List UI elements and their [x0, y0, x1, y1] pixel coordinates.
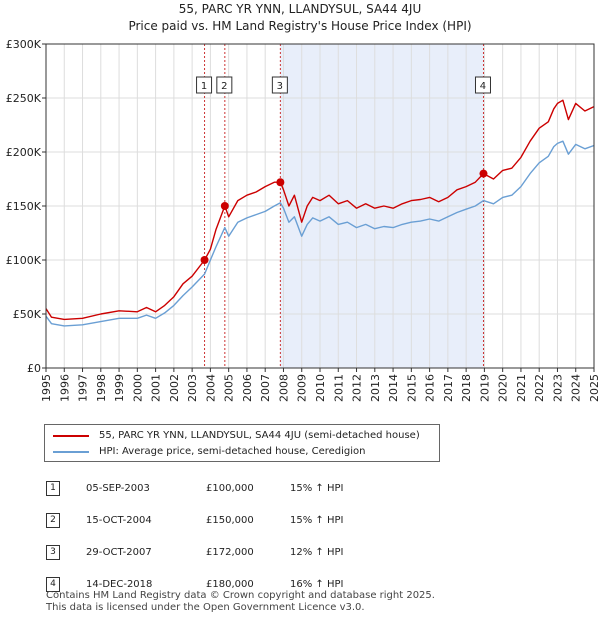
x-tick-label: 2013 [369, 374, 382, 402]
x-tick-label: 2025 [588, 374, 600, 402]
x-tick-label: 2009 [296, 374, 309, 402]
sale-price: £180,000 [206, 578, 254, 590]
sale-point [220, 202, 229, 210]
sale-date: 14-DEC-2018 [86, 578, 153, 590]
footer-line-1: Contains HM Land Registry data © Crown c… [46, 590, 435, 601]
x-tick-label: 2005 [223, 374, 236, 402]
table-row: 4 14-DEC-2018 £180,000 16% ↑ HPI [40, 568, 343, 600]
table-row: 1 05-SEP-2003 £100,000 15% ↑ HPI [40, 472, 343, 504]
legend-price-label: 55, PARC YR YNN, LLANDYSUL, SA44 4JU (se… [99, 430, 420, 441]
sale-price: £100,000 [206, 482, 254, 494]
x-tick-label: 1997 [77, 374, 90, 402]
x-tick-label: 2001 [150, 374, 163, 402]
sale-number-label: 4 [480, 81, 486, 92]
x-tick-label: 2004 [204, 374, 217, 402]
footer-line-2: This data is licensed under the Open Gov… [46, 602, 365, 613]
sale-hpi-change: 15% ↑ HPI [290, 482, 344, 494]
x-tick-label: 2022 [533, 374, 546, 402]
x-tick-label: 2008 [277, 374, 290, 402]
sale-price: £172,000 [206, 546, 254, 558]
sale-number-box [196, 76, 213, 94]
y-tick-label: £300K [6, 38, 42, 51]
x-tick-label: 2024 [570, 374, 583, 402]
sale-price: £150,000 [206, 514, 254, 526]
sale-point [479, 169, 488, 178]
x-tick-label: 2011 [332, 374, 345, 402]
chart-plot: 1 2 3 4 £0 £50K £100K £150K £200K £250K £300K 1995 1… [6, 38, 600, 402]
sale-number-badge: 1 [46, 480, 60, 496]
chart-title: 55, PARC YR YNN, LLANDYSUL, SA44 4JU [178, 2, 422, 16]
legend-hpi-swatch [53, 451, 89, 453]
x-tick-label: 2002 [168, 374, 181, 402]
x-tick-label: 2018 [460, 374, 473, 402]
x-tick-label: 2021 [515, 374, 528, 402]
x-tick-label: 2020 [497, 374, 510, 402]
footer-attribution: Contains HM Land Registry data © Crown c… [46, 590, 435, 614]
x-tick-label: 2023 [551, 374, 564, 402]
price-paid-line [45, 99, 595, 321]
x-tick-label: 2016 [424, 374, 437, 402]
legend-price-swatch [53, 435, 89, 437]
sale-date: 15-OCT-2004 [86, 514, 152, 526]
hpi-line [45, 140, 595, 327]
x-tick-label: 2006 [241, 374, 254, 402]
sale-number-label: 3 [277, 81, 283, 92]
chart-subtitle: Price paid vs. HM Land Registry's House … [128, 19, 472, 33]
sale-date: 05-SEP-2003 [86, 482, 150, 494]
sale-number-badge: 2 [46, 512, 60, 528]
x-tick-label: 1995 [40, 374, 53, 402]
x-tick-label: 2003 [186, 374, 199, 402]
x-tick-label: 1996 [58, 374, 71, 402]
x-tick-label: 2017 [442, 374, 455, 402]
sale-number-box [474, 76, 491, 94]
sale-number-box [271, 76, 288, 94]
chart-legend: 55, PARC YR YNN, LLANDYSUL, SA44 4JU (se… [44, 424, 440, 462]
sale-hpi-change: 12% ↑ HPI [290, 546, 344, 558]
x-tick-label: 2007 [259, 374, 272, 402]
x-tick-label: 1998 [95, 374, 108, 402]
table-row: 2 15-OCT-2004 £150,000 15% ↑ HPI [40, 504, 343, 536]
sale-number-badge: 3 [46, 544, 60, 560]
table-row: 3 29-OCT-2007 £172,000 12% ↑ HPI [40, 536, 343, 568]
sale-number-label: 2 [221, 81, 227, 92]
y-tick-label: £150K [6, 200, 42, 213]
y-tick-label: £100K [6, 254, 42, 267]
x-tick-label: 2012 [351, 374, 364, 402]
x-tick-label: 2019 [478, 374, 491, 402]
y-tick-label: £0 [27, 362, 41, 375]
sales-table: 1 05-SEP-2003 £100,000 15% ↑ HPI 2 15-OC… [40, 472, 343, 600]
sale-number-label: 1 [201, 81, 207, 92]
sale-point [276, 178, 285, 187]
y-tick-label: £200K [6, 146, 42, 159]
y-tick-label: £50K [13, 308, 42, 321]
x-tick-label: 2015 [405, 374, 418, 402]
sale-number-badge: 4 [46, 576, 60, 592]
sale-hpi-change: 16% ↑ HPI [290, 578, 344, 590]
sale-hpi-change: 15% ↑ HPI [290, 514, 344, 526]
x-tick-label: 1999 [113, 374, 126, 402]
x-tick-label: 2010 [314, 374, 327, 402]
sale-number-box [216, 76, 233, 94]
legend-hpi-label: HPI: Average price, semi-detached house,… [99, 446, 366, 457]
sale-point [200, 256, 209, 264]
y-tick-label: £250K [6, 92, 42, 105]
x-tick-label: 2000 [131, 374, 144, 402]
sale-date: 29-OCT-2007 [86, 546, 152, 558]
x-tick-label: 2014 [387, 374, 400, 402]
